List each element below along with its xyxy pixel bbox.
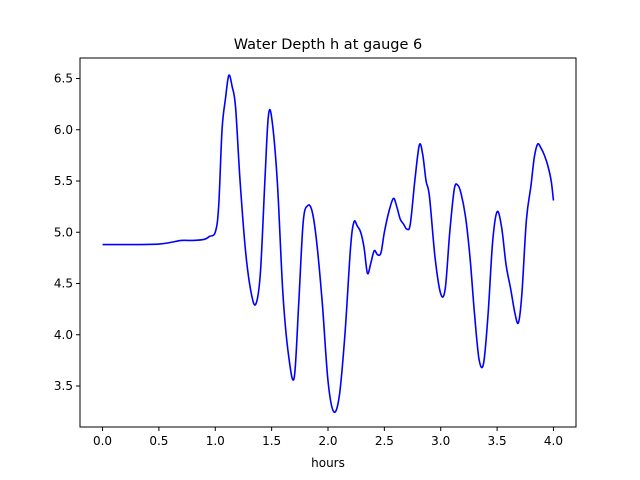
y-axis: 3.5 4.0 4.5 5.0 5.5 6.0 6.5 xyxy=(54,72,80,393)
y-tick-label: 4.0 xyxy=(54,328,73,342)
x-tick-label: 1.0 xyxy=(206,434,225,448)
x-tick-label: 0.5 xyxy=(149,434,168,448)
x-tick-label: 1.5 xyxy=(262,434,281,448)
x-tick-label: 4.0 xyxy=(544,434,563,448)
series-layer xyxy=(102,74,555,414)
y-tick-label: 4.5 xyxy=(54,277,73,291)
y-tick-label: 5.5 xyxy=(54,174,73,188)
chart-title: Water Depth h at gauge 6 xyxy=(234,37,422,53)
y-tick-label: 5.0 xyxy=(54,225,73,239)
x-tick-label: 3.5 xyxy=(488,434,507,448)
x-tick-label: 2.0 xyxy=(318,434,337,448)
plot-area xyxy=(80,58,576,427)
y-tick-label: 6.0 xyxy=(54,123,73,137)
y-tick-label: 6.5 xyxy=(54,72,73,86)
x-tick-label: 3.0 xyxy=(431,434,450,448)
x-tick-label: 2.5 xyxy=(375,434,394,448)
x-tick-label: 0.0 xyxy=(93,434,112,448)
series-line-0 xyxy=(102,74,555,414)
y-tick-label: 3.5 xyxy=(54,379,73,393)
x-axis: 0.0 0.5 1.0 1.5 2.0 2.5 3.0 3.5 4.0 xyxy=(93,427,563,448)
x-axis-label: hours xyxy=(311,456,345,470)
